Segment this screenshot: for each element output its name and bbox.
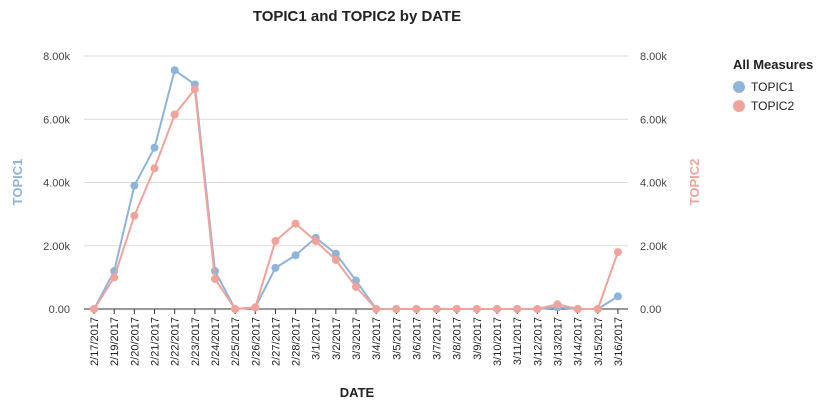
data-point-topic1 (271, 263, 280, 272)
x-tick-label: 3/16/2017 (613, 317, 625, 366)
left-y-tick-label: 4.00k (43, 178, 70, 190)
left-y-tick-label: 8.00k (43, 51, 70, 63)
data-point-topic1 (291, 251, 300, 260)
right-y-tick-label: 6.00k (640, 114, 667, 126)
data-point-topic1 (130, 181, 139, 190)
data-point-topic2 (352, 282, 360, 291)
x-tick-label: 3/14/2017 (573, 317, 585, 366)
data-point-topic2 (513, 305, 522, 313)
legend-label-topic1: TOPIC1 (751, 79, 795, 94)
x-tick-label: 3/11/2017 (512, 317, 524, 365)
data-point-topic2 (311, 237, 320, 246)
x-tick-label: 3/6/2017 (411, 317, 423, 360)
data-point-topic2 (573, 305, 582, 313)
x-tick-label: 3/1/2017 (311, 317, 323, 360)
left-axis-title: TOPIC1 (10, 159, 25, 206)
left-y-tick-label: 6.00k (43, 114, 70, 126)
series-line-topic2 (93, 88, 619, 310)
legend-item-topic1[interactable]: TOPIC1 (733, 77, 813, 96)
legend-swatch-topic1 (733, 80, 745, 93)
data-point-topic2 (331, 255, 340, 264)
x-tick-label: 3/9/2017 (472, 317, 484, 360)
data-point-topic2 (553, 300, 562, 309)
series-line-topic1 (93, 69, 619, 310)
x-tick-label: 2/19/2017 (109, 317, 121, 366)
x-tick-label: 2/20/2017 (129, 317, 141, 366)
data-point-topic2 (210, 274, 219, 283)
x-tick-label: 3/12/2017 (532, 317, 544, 366)
data-point-topic1 (150, 143, 159, 152)
x-tick-label: 2/23/2017 (190, 317, 202, 366)
data-point-topic2 (110, 273, 119, 282)
x-tick-label: 3/15/2017 (593, 317, 605, 366)
data-point-topic2 (271, 237, 280, 246)
data-point-topic2 (251, 303, 260, 312)
data-point-topic1 (613, 292, 622, 301)
data-point-topic2 (593, 305, 602, 313)
data-point-topic2 (432, 305, 441, 313)
left-y-axis-ticks: 0.00 2.00k 4.00k 6.00k 8.00k (43, 51, 70, 316)
x-tick-label: 3/8/2017 (452, 317, 464, 360)
data-point-topic2 (472, 305, 481, 313)
data-point-topic2 (130, 211, 139, 220)
left-y-tick-label: 2.00k (43, 241, 70, 253)
data-point-topic2 (372, 305, 381, 313)
x-tick-label: 3/4/2017 (371, 317, 383, 360)
right-y-tick-label: 2.00k (640, 241, 667, 253)
x-axis-ticks: 2/17/2017 2/19/2017 2/20/2017 2/21/2017 2/22… (89, 309, 625, 366)
x-tick-label: 2/21/2017 (150, 317, 162, 366)
legend-title: All Measures (733, 57, 814, 72)
legend-label-topic2: TOPIC2 (751, 98, 795, 113)
x-tick-label: 2/27/2017 (270, 317, 282, 366)
data-point-topic2 (291, 219, 300, 228)
data-point-topic2 (452, 305, 461, 313)
right-y-tick-label: 4.00k (640, 178, 667, 190)
right-y-tick-label: 0.00 (640, 304, 661, 316)
right-axis-title: TOPIC2 (687, 159, 702, 206)
data-point-topic2 (150, 164, 159, 173)
x-tick-label: 2/22/2017 (170, 317, 182, 366)
chart-title: TOPIC1 and TOPIC2 by DATE (253, 8, 461, 25)
right-y-axis-ticks: 0.00 2.00k 4.00k 6.00k 8.00k (640, 51, 667, 316)
x-tick-label: 3/7/2017 (432, 317, 444, 360)
legend-swatch-topic2 (733, 99, 745, 112)
data-point-topic1 (170, 66, 179, 75)
x-axis-title: DATE (340, 385, 375, 400)
right-y-tick-label: 8.00k (640, 51, 667, 63)
legend-item-topic2[interactable]: TOPIC2 (733, 96, 813, 115)
x-tick-label: 2/25/2017 (230, 317, 242, 366)
data-point-topic2 (493, 305, 502, 313)
left-y-tick-label: 0.00 (49, 304, 70, 316)
series-layer (90, 66, 622, 313)
data-point-topic2 (613, 248, 622, 257)
data-point-topic2 (533, 305, 542, 313)
data-point-topic2 (170, 110, 179, 119)
x-tick-label: 2/24/2017 (210, 317, 222, 366)
data-point-topic2 (392, 305, 401, 313)
gridlines (84, 55, 628, 247)
x-tick-label: 2/26/2017 (250, 317, 262, 366)
data-point-topic2 (90, 305, 99, 313)
x-tick-label: 3/5/2017 (391, 317, 403, 360)
x-tick-label: 3/2/2017 (331, 317, 343, 360)
legend: All Measures TOPIC1 TOPIC2 (733, 57, 813, 115)
data-point-topic2 (190, 85, 199, 94)
x-tick-label: 3/13/2017 (552, 317, 564, 366)
data-point-topic2 (412, 305, 421, 313)
x-tick-label: 3/10/2017 (492, 317, 504, 366)
data-point-topic1 (331, 249, 340, 258)
data-point-topic2 (231, 305, 240, 313)
x-tick-label: 3/3/2017 (351, 317, 363, 360)
x-tick-label: 2/28/2017 (291, 317, 303, 366)
x-tick-label: 2/17/2017 (89, 317, 101, 366)
